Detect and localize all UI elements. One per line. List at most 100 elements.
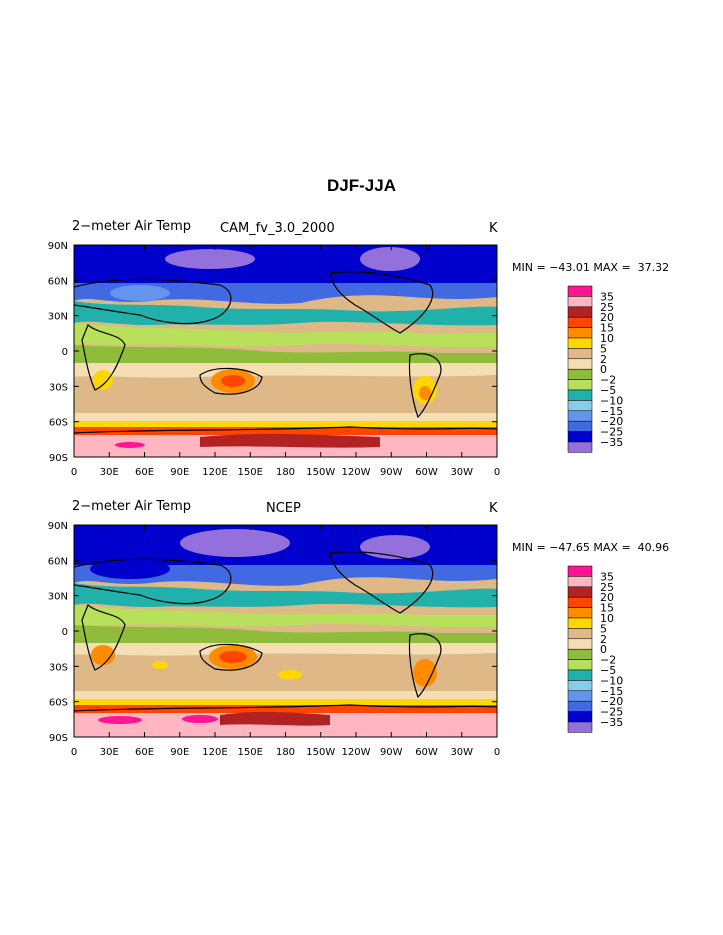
colorbar-label: −25 xyxy=(600,706,623,719)
colorbar-swatch xyxy=(567,410,593,422)
lon-label: 60E xyxy=(135,467,154,478)
colorbar-label: 0 xyxy=(600,643,607,656)
lat-label: 90S xyxy=(49,453,68,464)
colorbar-label: 5 xyxy=(600,622,607,635)
colorbar-label: 0 xyxy=(600,363,607,376)
colorbar-swatch xyxy=(567,565,593,577)
lon-label: 0 xyxy=(71,467,77,478)
colorbar-label: −2 xyxy=(600,654,616,667)
colorbar-swatch xyxy=(567,441,593,453)
lon-label: 150W xyxy=(306,747,335,758)
colorbar-swatch xyxy=(567,337,593,349)
lat-label: 30S xyxy=(49,662,68,673)
min-label: MIN = xyxy=(512,541,550,554)
colorbar-swatch xyxy=(567,648,593,660)
colorbar-swatch xyxy=(567,389,593,401)
lon-label: 90W xyxy=(380,747,403,758)
colorbar-label: −10 xyxy=(600,674,623,687)
colorbar-label: −20 xyxy=(600,415,623,428)
colorbar-swatch xyxy=(567,690,593,702)
lon-label: 150E xyxy=(238,467,263,478)
colorbar-label: 5 xyxy=(600,342,607,355)
colorbar-swatch xyxy=(567,431,593,443)
lon-label: 0 xyxy=(71,747,77,758)
colorbar-swatch xyxy=(567,711,593,723)
lon-label: 90W xyxy=(380,467,403,478)
panel-left-title: 2−meter Air Temp xyxy=(72,499,192,514)
figure-title: DJF-JJA xyxy=(327,176,396,195)
colorbar-swatch xyxy=(567,348,593,360)
colorbar-swatch xyxy=(567,316,593,328)
colorbar-swatch xyxy=(567,368,593,380)
colorbar-label: −15 xyxy=(600,685,623,698)
colorbar-swatch xyxy=(567,700,593,712)
lon-tick-labels: 0 30E 60E 90E 120E 150E 180 150W 120W 90W 60W 30W 0 xyxy=(71,747,500,758)
colorbar-label: −35 xyxy=(600,716,623,729)
max-label: MAX = xyxy=(589,261,635,274)
min-value: −47.65 xyxy=(549,541,590,554)
lon-label: 180 xyxy=(276,467,295,478)
lon-label: 120E xyxy=(202,747,227,758)
lon-label: 120W xyxy=(342,467,371,478)
colorbar-label: −10 xyxy=(600,394,623,407)
panel-center-title: CAM_fv_3.0_2000 xyxy=(220,221,335,236)
colorbar-swatch xyxy=(567,596,593,608)
colorbar-label: −2 xyxy=(600,374,616,387)
lon-label: 60W xyxy=(415,747,438,758)
lat-tick-labels: 90N 60N 30N 0 30S 60S 90S xyxy=(48,241,68,464)
lat-label: 60N xyxy=(48,276,68,287)
lat-tick-labels: 90N 60N 30N 0 30S 60S 90S xyxy=(48,521,68,744)
colorbar-label: −25 xyxy=(600,426,623,439)
max-value: 40.96 xyxy=(634,541,670,554)
temperature-map: 90N 60N 30N 0 30S 60S 90S 0 30E 60E 90E 120E 150E 18… xyxy=(48,521,623,758)
min-max-readout: MIN = −43.01 MAX = 37.32 xyxy=(512,261,669,274)
colorbar-label: 35 xyxy=(600,570,614,583)
colorbar-swatch xyxy=(567,659,593,671)
colorbar-swatch xyxy=(567,638,593,650)
colorbar-swatch xyxy=(567,379,593,391)
colorbar-swatch xyxy=(567,669,593,681)
lon-label: 0 xyxy=(494,747,500,758)
colorbar-swatch xyxy=(567,586,593,598)
panel-center-title: NCEP xyxy=(266,501,301,516)
colorbar-label: −5 xyxy=(600,384,616,397)
lon-label: 30E xyxy=(100,747,119,758)
lat-label: 0 xyxy=(62,627,68,638)
tick-marks xyxy=(73,244,498,458)
lat-label: 60S xyxy=(49,418,68,429)
lon-label: 60W xyxy=(415,467,438,478)
colorbar-label: 10 xyxy=(600,612,614,625)
colorbar-swatch xyxy=(567,607,593,619)
colorbar-label: −20 xyxy=(600,695,623,708)
colorbar-label: 2 xyxy=(600,353,607,366)
lat-label: 30N xyxy=(48,592,68,603)
lon-label: 30E xyxy=(100,467,119,478)
panel-cam: 2−meter Air Temp CAM_fv_3.0_2000 K MIN =… xyxy=(0,215,723,485)
lat-label: 90N xyxy=(48,241,68,252)
colorbar-label: −35 xyxy=(600,436,623,449)
colorbar-swatch xyxy=(567,420,593,432)
lon-label: 150E xyxy=(238,747,263,758)
colorbar-label: 25 xyxy=(600,581,614,594)
lat-label: 90S xyxy=(49,733,68,744)
colorbar-swatch xyxy=(567,306,593,318)
lon-label: 30W xyxy=(450,467,473,478)
max-label: MAX = xyxy=(589,541,635,554)
colorbar-swatch xyxy=(567,296,593,308)
colorbar-swatch xyxy=(567,617,593,629)
colorbar-swatch xyxy=(567,721,593,733)
colorbar-swatch xyxy=(567,628,593,640)
min-max-readout: MIN = −47.65 MAX = 40.96 xyxy=(512,541,669,554)
lon-label: 90E xyxy=(170,467,189,478)
colorbar-swatch xyxy=(567,680,593,692)
colorbar-swatch xyxy=(567,576,593,588)
lat-label: 60S xyxy=(49,698,68,709)
lon-tick-labels: 0 30E 60E 90E 120E 150E 180 150W 120W 90W 60W 30W 0 xyxy=(71,467,500,478)
colorbar-label: 25 xyxy=(600,301,614,314)
lon-label: 150W xyxy=(306,467,335,478)
lon-label: 120W xyxy=(342,747,371,758)
colorbar-swatch xyxy=(567,358,593,370)
max-value: 37.32 xyxy=(634,261,670,274)
colorbar-label: −5 xyxy=(600,664,616,677)
